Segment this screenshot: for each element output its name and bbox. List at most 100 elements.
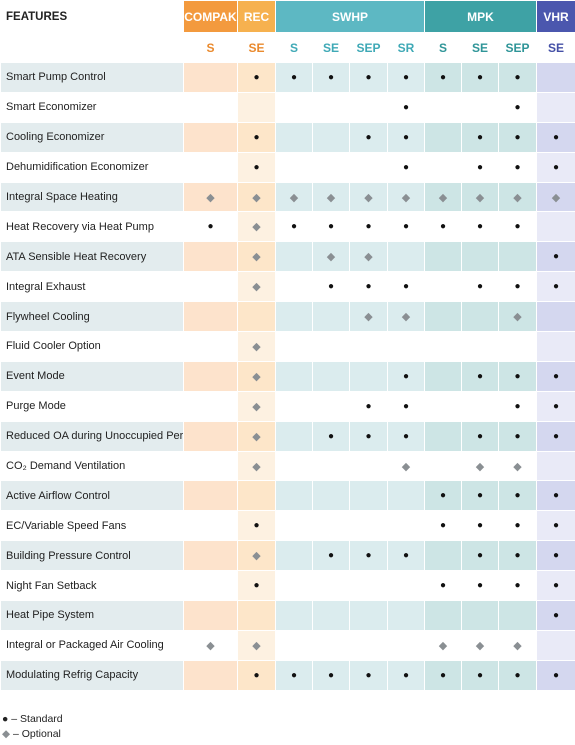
availability-cell: ●: [461, 480, 499, 512]
availability-cell: ●: [497, 540, 538, 572]
availability-cell: ●: [497, 151, 538, 183]
empty-cell: [461, 301, 499, 333]
empty-cell: [183, 360, 238, 392]
availability-cell: ◆: [497, 629, 538, 661]
availability-cell: ●: [237, 151, 276, 183]
availability-cell: ●: [497, 390, 538, 422]
availability-cell: ◆: [349, 241, 388, 273]
feature-name: Cooling Economizer: [0, 121, 184, 153]
empty-cell: [461, 600, 499, 631]
empty-cell: [183, 450, 238, 482]
empty-cell: [387, 510, 425, 542]
feature-name: Dehumidification Economizer: [0, 151, 184, 183]
empty-cell: [275, 420, 313, 452]
column-header: S: [183, 32, 238, 63]
availability-cell: ●: [536, 121, 575, 153]
feature-name: Active Airflow Control: [0, 480, 184, 512]
availability-cell: ◆: [461, 629, 499, 661]
availability-cell: ◆: [237, 271, 276, 303]
empty-cell: [424, 331, 462, 362]
empty-cell: [275, 450, 313, 482]
empty-cell: [461, 91, 499, 123]
availability-cell: ◆: [312, 241, 350, 273]
availability-cell: ●: [312, 659, 350, 691]
column-header: SEP: [497, 32, 538, 63]
blank-cell: [0, 32, 184, 63]
legend-symbol: ◆: [2, 728, 11, 740]
availability-cell: ●: [536, 360, 575, 392]
empty-cell: [349, 510, 388, 542]
empty-cell: [275, 540, 313, 572]
availability-cell: ●: [387, 271, 425, 303]
availability-cell: ●: [497, 480, 538, 512]
feature-name: Flywheel Cooling: [0, 301, 184, 333]
availability-cell: ●: [387, 540, 425, 572]
availability-cell: ●: [387, 211, 425, 243]
availability-cell: ●: [461, 151, 499, 183]
availability-cell: ◆: [497, 181, 538, 213]
group-header: MPK: [423, 0, 538, 33]
empty-cell: [349, 570, 388, 602]
availability-cell: ◆: [312, 181, 350, 213]
availability-cell: ◆: [237, 390, 276, 422]
empty-cell: [312, 600, 350, 631]
empty-cell: [387, 629, 425, 661]
empty-cell: [312, 301, 350, 333]
empty-cell: [349, 480, 388, 512]
availability-cell: ●: [387, 420, 425, 452]
availability-cell: ●: [424, 211, 462, 243]
availability-cell: ●: [237, 62, 276, 93]
availability-cell: ●: [536, 271, 575, 303]
feature-row: Reduced OA during Unoccupied Period ◆ ● ● ● ●…: [0, 420, 575, 452]
empty-cell: [387, 331, 425, 362]
empty-cell: [497, 241, 538, 273]
availability-cell: ●: [497, 121, 538, 153]
availability-cell: ●: [536, 241, 575, 273]
availability-cell: ●: [387, 151, 425, 183]
feature-row: Event Mode ◆ ● ● ● ●: [0, 360, 575, 392]
empty-cell: [183, 570, 238, 602]
feature-name: Modulating Refrig Capacity: [0, 659, 184, 691]
availability-cell: ●: [349, 390, 388, 422]
availability-cell: ◆: [349, 301, 388, 333]
empty-cell: [183, 62, 238, 93]
empty-cell: [536, 331, 575, 362]
feature-name: Purge Mode: [0, 390, 184, 422]
empty-cell: [497, 331, 538, 362]
feature-row: Heat Recovery via Heat Pump ● ◆ ● ● ● ● ● ● ●: [0, 211, 575, 243]
empty-cell: [387, 570, 425, 602]
legend-item: ● – Standard: [2, 712, 63, 727]
availability-cell: ●: [536, 540, 575, 572]
empty-cell: [183, 241, 238, 273]
empty-cell: [461, 390, 499, 422]
group-header: SWHP: [275, 0, 425, 33]
group-header: VHR: [536, 0, 575, 33]
empty-cell: [312, 570, 350, 602]
availability-cell: ●: [424, 62, 462, 93]
availability-cell: ●: [461, 62, 499, 93]
table-body: Smart Pump Control ● ● ● ● ● ● ● ● Smart Economiz…: [0, 62, 575, 691]
legend-text: – Standard: [11, 713, 63, 725]
empty-cell: [275, 570, 313, 602]
empty-cell: [349, 91, 388, 123]
feature-row: Integral Space Heating ◆ ◆ ◆ ◆ ◆ ◆ ◆ ◆ ◆ ◆: [0, 181, 575, 213]
empty-cell: [183, 331, 238, 362]
feature-name: Heat Pipe System: [0, 600, 184, 631]
column-header: S: [424, 32, 462, 63]
availability-cell: ●: [497, 360, 538, 392]
empty-cell: [536, 211, 575, 243]
empty-cell: [536, 91, 575, 123]
feature-name: CO₂ Demand Ventilation: [0, 450, 184, 482]
availability-cell: ●: [536, 659, 575, 691]
availability-cell: ●: [461, 570, 499, 602]
availability-cell: ◆: [387, 181, 425, 213]
availability-cell: ●: [237, 121, 276, 153]
empty-cell: [349, 360, 388, 392]
feature-row: Building Pressure Control ◆ ● ● ● ● ● ●: [0, 540, 575, 572]
availability-cell: ●: [461, 659, 499, 691]
column-header: SE: [461, 32, 499, 63]
availability-cell: ●: [349, 62, 388, 93]
availability-cell: ●: [497, 570, 538, 602]
availability-cell: ●: [461, 211, 499, 243]
